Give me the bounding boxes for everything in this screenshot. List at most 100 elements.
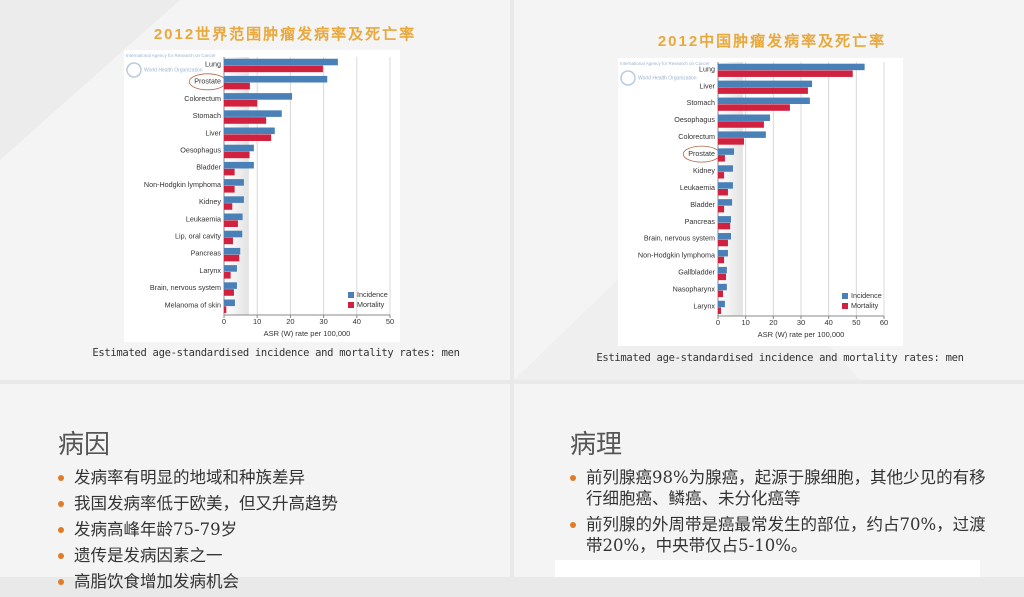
chart-title: 2012中国肿瘤发病率及死亡率 [658,32,886,50]
bar [224,213,243,221]
bar [718,222,731,230]
x-tick-label: 10 [741,318,749,327]
y-tick-label: Bladder [196,163,221,172]
x-tick-label: 60 [880,318,888,327]
y-tick-label: Colorectum [678,132,715,141]
bar [224,203,233,210]
bar [224,179,244,186]
bar [718,256,725,264]
y-tick-label: Liver [699,81,715,90]
y-tick-label: Prostate [688,149,715,158]
bar [718,205,725,213]
bar [718,239,728,247]
bar [224,282,237,289]
bar [224,117,267,124]
y-tick-label: Lip, oral cavity [175,232,221,241]
y-tick-label: Kidney [693,166,715,175]
bar [718,114,771,121]
bullet-list: 前列腺癌98%为腺癌，起源于腺细胞，其他少见的有移行细胞癌、鳞癌、未分化癌等 前列… [570,467,995,556]
slide-heading: 病理 [570,430,623,460]
bar [718,216,732,223]
bar [718,121,764,128]
bar [224,306,227,313]
bar [718,283,727,291]
y-tick-label: Gallbladder [678,268,715,277]
x-tick-label: 50 [386,317,394,326]
x-tick-label: 40 [353,317,361,326]
bar [224,58,338,66]
bar [718,199,733,206]
y-tick-label: Oesophagus [674,115,715,124]
bullet: 遗传是发病因素之一 [58,545,498,566]
bar [718,307,722,315]
bar [224,186,235,193]
bar [224,93,293,100]
bar [718,182,733,189]
x-tick-label: 0 [222,317,226,326]
bullet: 发病高峰年龄75-79岁 [58,519,498,540]
bar [224,196,244,203]
legend-label: Incidence [357,290,388,299]
y-tick-label: Lung [699,64,715,73]
bar [224,75,328,83]
y-tick-label: Stomach [193,111,221,120]
y-tick-label: Nasopharynx [673,285,716,294]
screen: 2012世界范围肿瘤发病率及死亡率 International Agency fo… [0,0,1024,577]
bar [224,289,234,296]
legend-label: Incidence [851,291,882,300]
legend-label: Mortality [851,301,879,310]
x-tick-label: 40 [824,318,832,327]
bar [718,249,728,257]
x-tick-label: 10 [253,317,261,326]
x-tick-label: 0 [716,318,720,327]
bar [224,134,272,141]
logo-globe [126,62,142,78]
bar [718,172,725,179]
chart-caption: Estimated age-standardised incidence and… [596,352,963,364]
slide-pathology: 病理 前列腺癌98%为腺癌，起源于腺细胞，其他少见的有移行细胞癌、鳞癌、未分化癌… [570,424,995,561]
bullet: 我国发病率低于欧美，但又升高趋势 [58,493,498,514]
bar [718,87,808,94]
bar [718,63,865,71]
bar [224,168,235,176]
bar [718,131,766,138]
bar [224,254,240,262]
y-tick-label: Brain, nervous system [150,283,221,292]
y-tick-label: Melanoma of skin [165,300,221,309]
bar [224,299,235,307]
slide-heading: 病因 [58,430,111,460]
bar [224,220,238,227]
bullet: 发病率有明显的地域和种族差异 [58,467,498,488]
bar [224,230,243,238]
legend-label: Mortality [357,300,385,309]
logo-text: World Health Organization [144,67,203,73]
y-tick-label: Pancreas [191,249,222,258]
bullet: 高脂饮食增加发病机会 [58,571,498,592]
x-tick-label: 20 [769,318,777,327]
chart-title: 2012世界范围肿瘤发病率及死亡率 [154,25,416,43]
y-tick-label: Liver [205,128,221,137]
bullet-list: 发病率有明显的地域和种族差异 我国发病率低于欧美，但又升高趋势 发病高峰年龄75-7… [58,467,498,592]
x-tick-label: 30 [319,317,327,326]
y-tick-label: Kidney [199,197,221,206]
y-tick-label: Leukaemia [186,214,221,223]
bar [224,237,233,245]
bar [718,266,727,274]
legend-swatch [348,292,354,298]
bar [224,272,231,279]
bar [718,155,725,162]
y-tick-label: Oesophagus [180,146,221,155]
bullet: 前列腺癌98%为腺癌，起源于腺细胞，其他少见的有移行细胞癌、鳞癌、未分化癌等 [570,467,995,509]
bar [718,290,723,298]
bar [718,80,813,88]
y-tick-label: Larynx [693,301,715,310]
legend-swatch [842,303,848,309]
bar [224,100,258,107]
bar [224,82,250,90]
y-tick-label: Brain, nervous system [644,234,715,243]
bar [718,138,745,145]
x-tick-label: 50 [852,318,860,327]
bar [718,189,728,196]
bar [224,151,250,159]
